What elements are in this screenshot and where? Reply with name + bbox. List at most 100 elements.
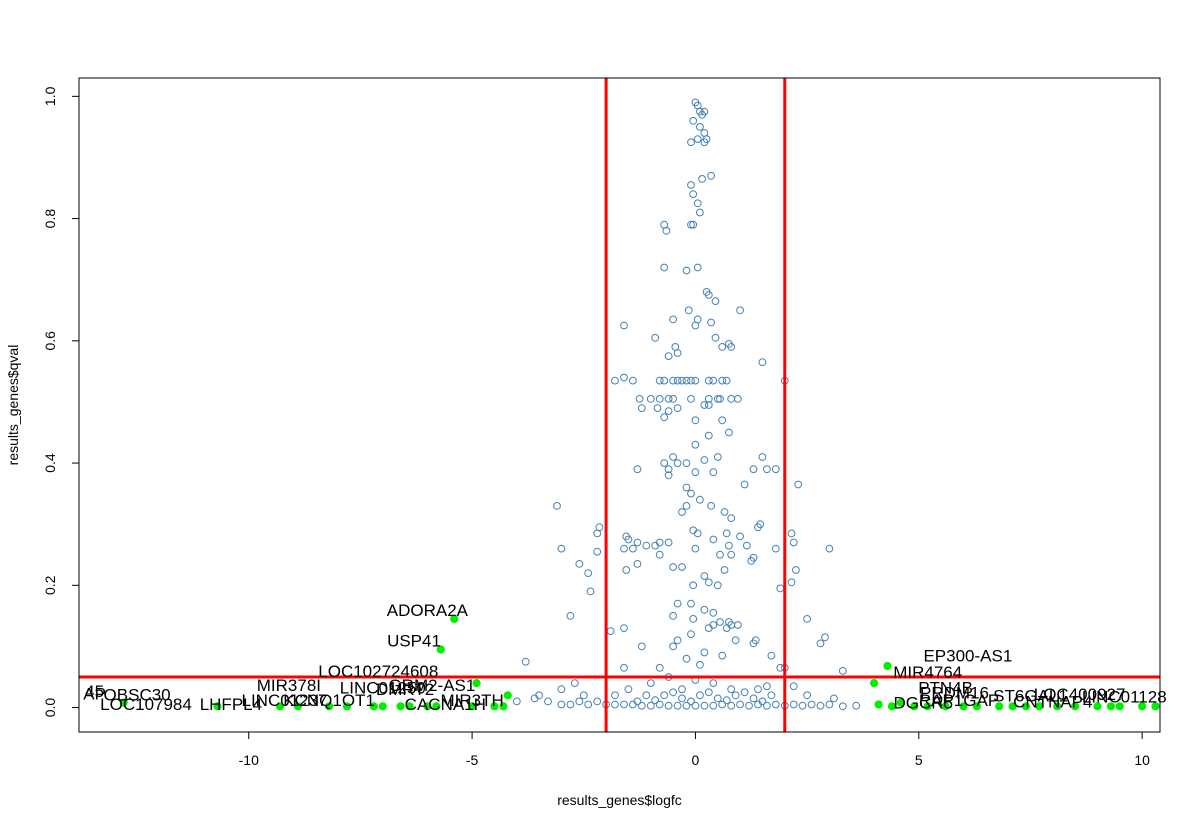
significant-point [213, 702, 222, 711]
data-point [660, 376, 669, 385]
data-point [838, 702, 847, 711]
data-point [682, 502, 691, 510]
gene-label: KCNQ1OT1 [283, 691, 375, 710]
data-point [691, 701, 700, 710]
data-point [789, 700, 798, 709]
data-point [700, 648, 709, 657]
significant-point [870, 679, 879, 688]
data-point [535, 691, 543, 700]
data-point [763, 682, 771, 691]
significant-point [910, 702, 919, 711]
data-point [682, 701, 691, 710]
data-point [575, 560, 584, 568]
gene-label: ADORA2A [387, 601, 469, 620]
y-axis-title: results_genes$qval [5, 345, 21, 466]
data-point [727, 701, 736, 710]
data-point [557, 544, 566, 553]
data-point [655, 550, 664, 559]
data-point [758, 697, 767, 706]
data-point [620, 321, 628, 330]
data-point [637, 701, 646, 710]
data-point [740, 688, 749, 697]
gene-label: GRM2-AS1 [388, 676, 475, 695]
data-point [651, 333, 660, 342]
data-point [713, 453, 722, 461]
data-point [821, 633, 829, 642]
data-point [673, 459, 682, 468]
data-point [700, 572, 709, 580]
significant-point [887, 702, 897, 711]
data-point [664, 471, 673, 480]
data-point [771, 465, 780, 474]
data-point [655, 700, 664, 709]
data-point [611, 376, 619, 385]
gene-label: DGCR5 [894, 694, 954, 713]
data-point [696, 208, 704, 217]
x-tick-label: -10 [239, 752, 259, 768]
data-point [678, 694, 686, 703]
data-point [716, 395, 724, 403]
data-point [646, 701, 655, 710]
data-point [709, 468, 718, 477]
data-point [687, 489, 695, 498]
data-point [707, 502, 715, 510]
significant-point [119, 698, 128, 707]
data-point [664, 701, 673, 710]
data-point [687, 630, 695, 639]
data-point [557, 685, 566, 694]
data-point [713, 694, 722, 703]
gene-label: RAP1GAP [919, 691, 999, 710]
data-point [711, 297, 720, 306]
data-point [720, 508, 729, 516]
data-point [816, 639, 825, 648]
data-point [682, 376, 691, 385]
data-point [731, 636, 740, 645]
data-point [700, 456, 709, 464]
data-point [807, 700, 816, 709]
data-point [696, 660, 704, 669]
data-point [642, 691, 651, 700]
data-point [696, 691, 704, 700]
gene-label: LINC01128 [1082, 688, 1167, 707]
gene-label: OBSC30 [104, 686, 171, 705]
data-point [734, 621, 742, 629]
data-point [624, 535, 633, 544]
data-point [704, 578, 713, 587]
x-tick-label: 5 [915, 752, 923, 768]
data-point [767, 651, 776, 660]
data-point [682, 459, 691, 468]
data-point [575, 697, 584, 706]
data-point [660, 459, 669, 468]
data-point [709, 376, 718, 385]
gene-label: MIR378I [257, 676, 321, 695]
data-point [736, 532, 744, 541]
data-point [673, 636, 682, 645]
data-point [642, 541, 651, 550]
gene-label: LINC01250 [340, 678, 426, 697]
gene-label: PTN4B [918, 678, 973, 697]
data-point [718, 376, 727, 385]
data-point [696, 123, 704, 131]
data-point [696, 495, 704, 504]
data-point [789, 538, 798, 547]
data-point [687, 376, 695, 385]
data-point [716, 550, 724, 559]
significant-point [1115, 702, 1124, 711]
data-point [655, 538, 664, 547]
data-point [620, 373, 628, 382]
data-point [700, 107, 709, 116]
significant-point [1138, 702, 1147, 711]
data-point [693, 199, 702, 208]
data-point [620, 624, 628, 632]
data-point [687, 220, 695, 229]
significant-point [450, 614, 459, 624]
data-point [611, 691, 619, 700]
data-point [693, 135, 702, 144]
significant-point [995, 702, 1004, 711]
data-point [673, 599, 682, 608]
significant-point [342, 702, 352, 711]
gene-label: EP300-AS1 [923, 647, 1012, 666]
data-point [734, 395, 742, 403]
data-point [713, 395, 722, 403]
